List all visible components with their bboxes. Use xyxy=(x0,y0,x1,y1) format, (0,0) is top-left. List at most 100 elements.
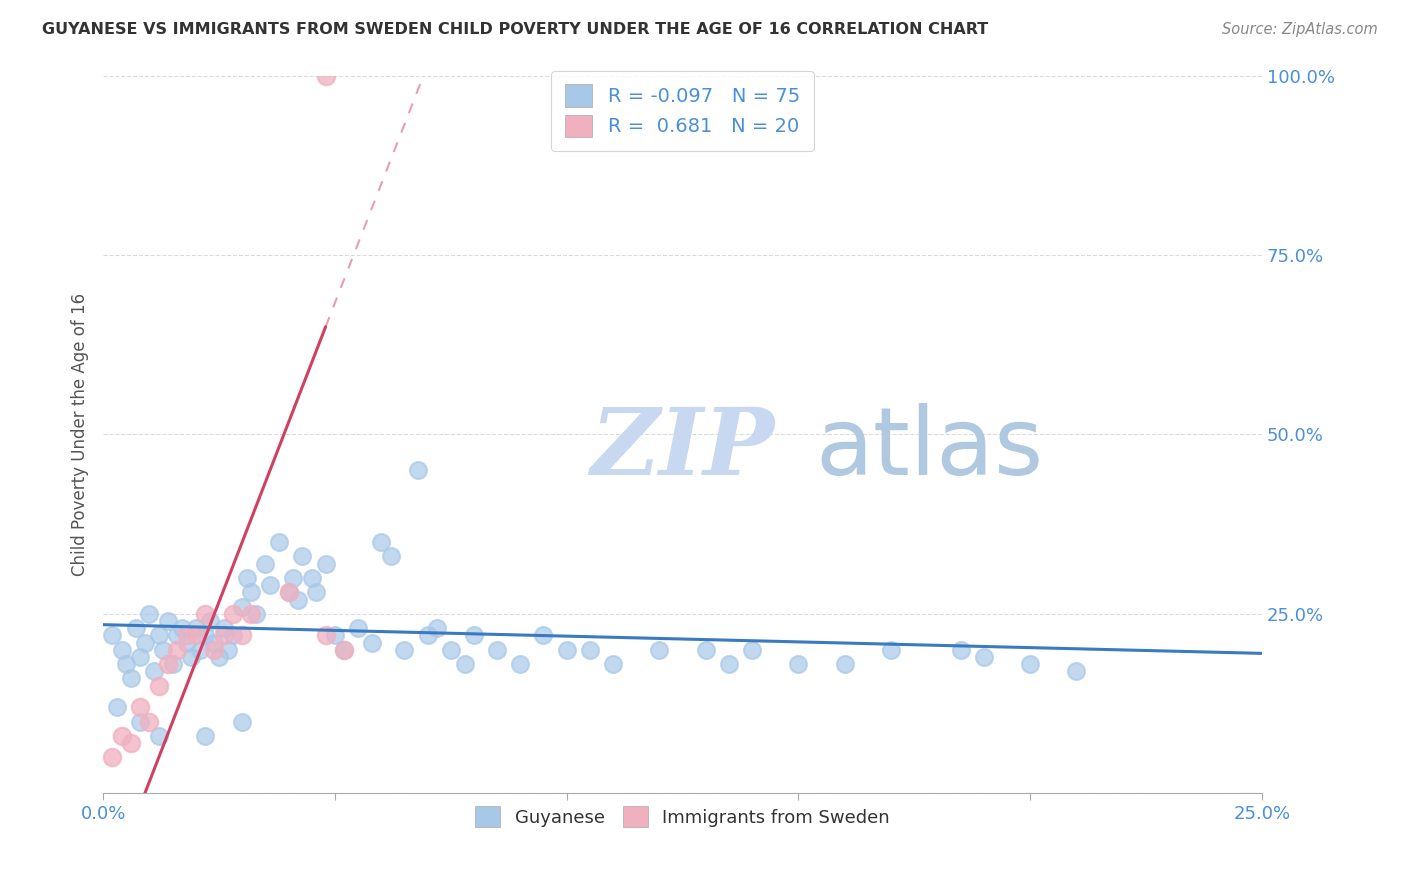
Point xyxy=(105,700,128,714)
Point xyxy=(176,635,198,649)
Point xyxy=(648,642,671,657)
Point xyxy=(176,628,198,642)
Point xyxy=(1019,657,1042,672)
Point xyxy=(949,642,972,657)
Point xyxy=(190,642,212,657)
Point xyxy=(148,729,170,743)
Point xyxy=(240,585,263,599)
Point xyxy=(245,607,267,621)
Point xyxy=(111,642,134,657)
Point xyxy=(143,665,166,679)
Point xyxy=(124,621,146,635)
Point xyxy=(347,621,370,635)
Point xyxy=(184,621,207,635)
Point xyxy=(166,642,188,657)
Point xyxy=(217,642,239,657)
Point xyxy=(129,700,152,714)
Point xyxy=(236,571,259,585)
Point xyxy=(880,642,903,657)
Point xyxy=(463,628,485,642)
Point xyxy=(254,557,277,571)
Point xyxy=(305,585,328,599)
Point xyxy=(222,628,245,642)
Point xyxy=(166,628,188,642)
Point xyxy=(287,592,309,607)
Point xyxy=(486,642,509,657)
Point xyxy=(194,729,217,743)
Point xyxy=(212,621,235,635)
Point xyxy=(170,621,193,635)
Point xyxy=(129,714,152,729)
Point xyxy=(533,628,555,642)
Point xyxy=(129,650,152,665)
Point xyxy=(198,614,221,628)
Point xyxy=(269,535,291,549)
Point xyxy=(277,585,299,599)
Point xyxy=(602,657,624,672)
Point xyxy=(208,650,231,665)
Point xyxy=(222,607,245,621)
Point xyxy=(138,607,160,621)
Point xyxy=(111,729,134,743)
Point xyxy=(184,628,207,642)
Legend: Guyanese, Immigrants from Sweden: Guyanese, Immigrants from Sweden xyxy=(468,799,897,835)
Point xyxy=(323,628,346,642)
Point xyxy=(231,599,253,614)
Point xyxy=(361,635,384,649)
Point xyxy=(291,549,314,564)
Text: Source: ZipAtlas.com: Source: ZipAtlas.com xyxy=(1222,22,1378,37)
Point xyxy=(787,657,810,672)
Point xyxy=(101,750,124,764)
Text: ZIP: ZIP xyxy=(589,404,775,494)
Point xyxy=(509,657,531,672)
Point xyxy=(315,557,337,571)
Point xyxy=(157,657,180,672)
Point xyxy=(138,714,160,729)
Text: atlas: atlas xyxy=(815,403,1045,495)
Point xyxy=(148,628,170,642)
Point xyxy=(578,642,600,657)
Point xyxy=(162,657,184,672)
Point xyxy=(453,657,475,672)
Point xyxy=(315,69,337,83)
Point xyxy=(333,642,356,657)
Point xyxy=(555,642,578,657)
Point xyxy=(120,736,142,750)
Point xyxy=(834,657,856,672)
Point xyxy=(394,642,416,657)
Point xyxy=(301,571,323,585)
Point xyxy=(115,657,138,672)
Point xyxy=(231,714,253,729)
Point xyxy=(101,628,124,642)
Point xyxy=(333,642,356,657)
Text: GUYANESE VS IMMIGRANTS FROM SWEDEN CHILD POVERTY UNDER THE AGE OF 16 CORRELATION: GUYANESE VS IMMIGRANTS FROM SWEDEN CHILD… xyxy=(42,22,988,37)
Point xyxy=(973,650,995,665)
Point xyxy=(315,628,337,642)
Point xyxy=(157,614,180,628)
Point xyxy=(370,535,392,549)
Point xyxy=(259,578,281,592)
Point xyxy=(1066,665,1088,679)
Point xyxy=(194,628,217,642)
Point xyxy=(283,571,305,585)
Point xyxy=(717,657,740,672)
Point xyxy=(120,672,142,686)
Point xyxy=(416,628,439,642)
Point xyxy=(148,679,170,693)
Point xyxy=(194,607,217,621)
Point xyxy=(202,635,225,649)
Point xyxy=(231,628,253,642)
Point xyxy=(180,650,202,665)
Point xyxy=(440,642,463,657)
Point xyxy=(695,642,717,657)
Point xyxy=(741,642,763,657)
Point xyxy=(408,463,430,477)
Point xyxy=(152,642,174,657)
Point xyxy=(426,621,449,635)
Point xyxy=(134,635,156,649)
Point xyxy=(277,585,299,599)
Point xyxy=(380,549,402,564)
Point xyxy=(202,642,225,657)
Y-axis label: Child Poverty Under the Age of 16: Child Poverty Under the Age of 16 xyxy=(72,293,89,576)
Point xyxy=(240,607,263,621)
